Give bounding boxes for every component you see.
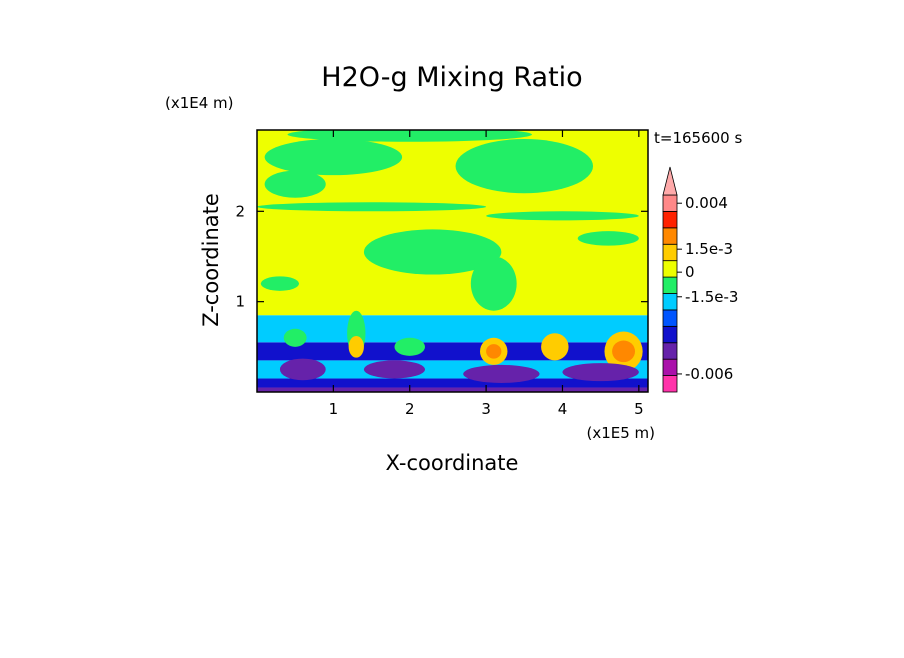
colorbar-segment-10 — [662, 211, 678, 229]
contour-patch-16 — [348, 335, 364, 358]
contour-patch-4 — [455, 139, 594, 194]
contour-patch-0 — [260, 276, 300, 291]
contour-patch-3 — [264, 139, 403, 176]
y-axis-label: Z-coordinate — [199, 193, 223, 327]
colorbar-segment-3 — [662, 325, 678, 344]
y-multiplier-label: (x1E4 m) — [165, 94, 234, 112]
contour-field — [257, 130, 648, 392]
colorbar-segment-4 — [662, 309, 678, 327]
colorbar: 0.004 1.5e-3 0 -1.5e-3 -0.006 — [662, 166, 738, 393]
contour-patch-22 — [562, 363, 639, 382]
contour-patch-17 — [283, 328, 307, 347]
contour-patch-2 — [470, 256, 517, 311]
contour-patch-1 — [363, 229, 502, 275]
contour-patch-19 — [279, 358, 326, 381]
colorbar-segment-1 — [662, 358, 678, 376]
contour-band-4 — [257, 315, 648, 343]
x-tick-label-2: 3 — [481, 400, 491, 418]
colorbar-extend-arrow — [662, 166, 678, 196]
y-tick-label-0: 1 — [235, 293, 245, 311]
contour-band-2 — [257, 360, 648, 379]
colorbar-segment-0 — [662, 375, 678, 393]
colorbar-segment-6 — [662, 276, 678, 294]
x-tick-label-3: 4 — [558, 400, 568, 418]
contour-patch-21 — [463, 364, 540, 383]
colorbar-segment-2 — [662, 342, 678, 360]
colorbar-label-2: 0 — [685, 263, 695, 281]
x-axis: 1 2 3 4 5 — [329, 130, 644, 418]
colorbar-label-1: 1.5e-3 — [685, 240, 733, 258]
plot-frame — [256, 129, 649, 393]
contour-band-3 — [257, 342, 648, 361]
x-axis-label: X-coordinate — [386, 451, 519, 475]
colorbar-label-3: -1.5e-3 — [685, 288, 738, 306]
contour-patch-9 — [577, 231, 639, 246]
colorbar-label-0: 0.004 — [685, 194, 728, 212]
colorbar-segment-9 — [662, 227, 678, 245]
colorbar-label-4: -0.006 — [685, 365, 733, 383]
y-axis: 12 — [235, 202, 648, 311]
x-tick-label-4: 5 — [634, 400, 644, 418]
contour-patch-7 — [486, 211, 639, 221]
contour-patch-8 — [264, 170, 326, 198]
colorbar-segment-11 — [662, 194, 678, 212]
chart-title: H2O-g Mixing Ratio — [321, 62, 582, 93]
contour-patch-13 — [541, 333, 569, 361]
colorbar-segment-8 — [662, 243, 678, 262]
contour-patch-12 — [486, 344, 502, 359]
colorbar-segment-7 — [662, 260, 678, 278]
contour-band-0 — [257, 387, 648, 392]
x-tick-label-0: 1 — [329, 400, 339, 418]
contour-band-1 — [257, 378, 648, 388]
time-label: t=165600 s — [654, 129, 742, 147]
x-tick-label-1: 2 — [405, 400, 415, 418]
colorbar-segment-5 — [662, 293, 678, 311]
contour-patch-15 — [612, 340, 636, 363]
contour-patch-6 — [257, 202, 487, 212]
y-tick-label-1: 2 — [235, 202, 245, 220]
contour-patch-20 — [363, 360, 426, 379]
x-multiplier-label: (x1E5 m) — [586, 424, 655, 442]
contour-patch-18 — [394, 337, 426, 356]
